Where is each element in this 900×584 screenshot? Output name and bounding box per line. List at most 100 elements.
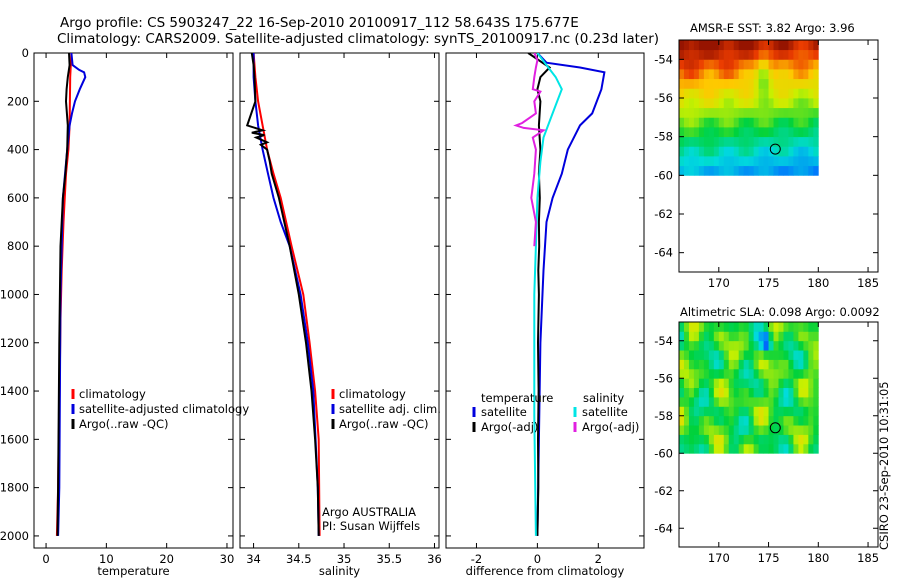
sst-map-cell <box>803 40 809 51</box>
sla-map-cell <box>793 322 799 332</box>
sla-map-cell <box>723 340 730 351</box>
sla-map-cell <box>798 387 804 398</box>
sla-map-cell <box>783 340 789 351</box>
sst-map-cell <box>708 107 715 118</box>
sst-map-cell <box>778 49 784 60</box>
sst-map-cell <box>723 136 730 147</box>
sst-map-cell <box>768 78 774 89</box>
sst-map-cell <box>708 146 715 157</box>
sst-map-cell <box>743 136 750 147</box>
sla-map-cell <box>733 322 740 332</box>
sst-map-cell <box>743 146 750 157</box>
sla-map-cell <box>723 397 730 407</box>
sla-map-cell <box>693 387 700 398</box>
depth-tick-label: 200 <box>7 94 29 108</box>
sst-map-cell <box>773 40 779 51</box>
sla-map-cell <box>683 387 690 398</box>
sla-map-cell <box>758 368 764 379</box>
sla-map-cell <box>813 387 819 398</box>
sst-map-cell <box>763 117 769 128</box>
sst-map-cell <box>778 127 784 138</box>
sla-map-cell <box>763 378 769 389</box>
sla-map-cell <box>713 350 720 360</box>
sst-map-cell <box>683 107 690 118</box>
sst-map-cell <box>778 40 784 51</box>
sst-map-cell <box>688 127 695 138</box>
sla-map-cell <box>753 397 760 407</box>
sla-map-xtick-label: 180 <box>807 551 829 565</box>
sst-map-cell <box>748 127 755 138</box>
sst-map-cell <box>693 98 700 109</box>
sla-map-cell <box>813 397 819 407</box>
sst-map-cell <box>798 156 804 167</box>
sst-map-cell <box>688 136 695 147</box>
sla-map-cell <box>698 331 705 342</box>
sst-map-cell <box>758 49 764 60</box>
sla-map-cell <box>728 359 735 370</box>
sst-map-cell <box>748 146 755 157</box>
sst-map-heatmap-cells <box>679 40 819 176</box>
sst-map-cell <box>788 98 794 109</box>
sst-map-cell <box>718 98 725 109</box>
sla-map-cell <box>803 350 809 360</box>
figure-title-line1: Argo profile: CS 5903247_22 16-Sep-2010 … <box>60 15 579 31</box>
sla-map-cell <box>683 425 690 435</box>
sla-map-cell <box>693 322 700 332</box>
sla-map-cell <box>758 406 764 417</box>
sst-map-cell <box>778 88 784 99</box>
sst-map-cell <box>738 98 745 109</box>
sst-map-cell <box>803 127 809 138</box>
difference-series-salinity-argo-adj- <box>513 53 547 247</box>
sst-map-cell <box>728 107 735 118</box>
sla-map-cell <box>703 331 710 342</box>
sla-map-cell <box>753 406 760 417</box>
sst-map-cell <box>798 49 804 60</box>
sla-map-cell <box>803 406 809 417</box>
sla-map-cell <box>768 331 774 342</box>
sla-map-cell <box>748 378 755 389</box>
sla-map-cell <box>703 397 710 407</box>
sla-map-cell <box>793 434 799 445</box>
sst-map-cell <box>693 136 700 147</box>
sst-map-cell <box>698 78 705 89</box>
sla-map-cell <box>733 378 740 389</box>
sst-map-cell <box>683 88 690 99</box>
sla-map-cell <box>698 434 705 445</box>
sla-map-cell <box>693 340 700 351</box>
sst-map-cell <box>738 40 745 51</box>
sla-map-cell <box>679 368 685 379</box>
sst-map-cell <box>803 78 809 89</box>
sst-map-cell <box>718 107 725 118</box>
sla-map-cell <box>748 368 755 379</box>
sla-map-cell <box>688 378 695 389</box>
sla-map-cell <box>738 387 745 398</box>
sla-map-cell <box>783 406 789 417</box>
sla-map-cell <box>743 331 750 342</box>
sst-map-cell <box>743 88 750 99</box>
sst-map-cell <box>793 107 799 118</box>
sst-map-cell <box>698 40 705 51</box>
sst-map-cell <box>783 156 789 167</box>
sst-map-cell <box>758 127 764 138</box>
sst-map-cell <box>758 107 764 118</box>
sla-map-cell <box>808 434 814 445</box>
sst-map-cell <box>753 117 760 128</box>
sla-map-cell <box>688 406 695 417</box>
sst-map-cell <box>723 156 730 167</box>
sst-map-cell <box>773 146 779 157</box>
sla-map-panel: 170 175 180 185 -54 -56 -58 -60 -62 -64 Altimetric… <box>654 305 880 565</box>
sla-map-cell <box>753 350 760 360</box>
sla-map-cell <box>708 340 715 351</box>
sla-map-cell <box>713 434 720 445</box>
sst-map-ytick-label: -58 <box>654 130 673 144</box>
sst-map-cell <box>773 107 779 118</box>
sst-map-cell <box>679 78 685 89</box>
sla-map-cell <box>758 359 764 370</box>
sst-map-cell <box>778 59 784 70</box>
sst-map-cell <box>778 107 784 118</box>
sst-map-cell <box>793 49 799 60</box>
difference-legend-entry-salinity-argo-adj: Argo(-adj) <box>582 420 639 434</box>
sst-map-cell <box>683 40 690 51</box>
sst-map-cell <box>788 88 794 99</box>
sla-map-cell <box>753 425 760 435</box>
